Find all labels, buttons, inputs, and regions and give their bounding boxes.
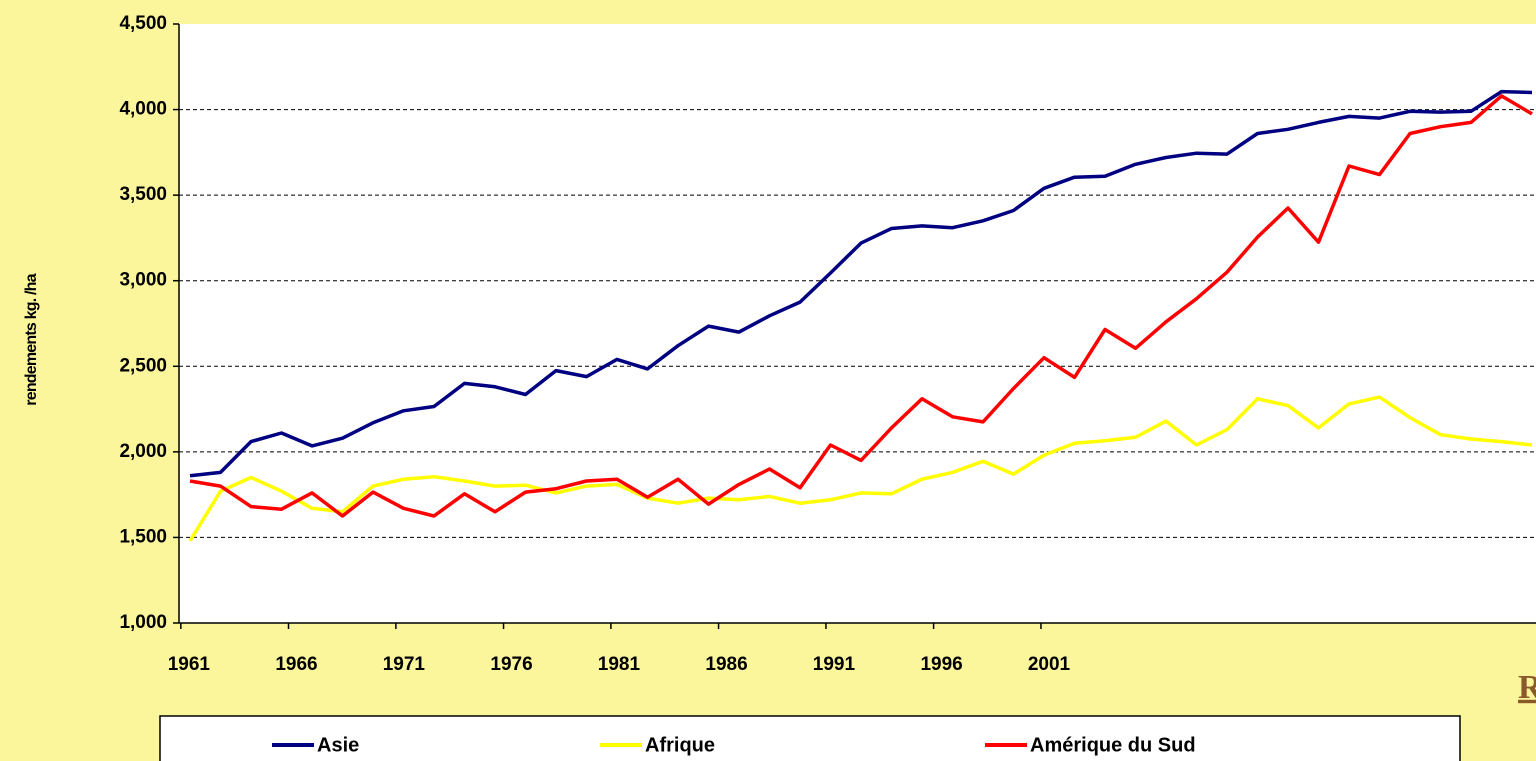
x-tick-label: 1961 [168, 654, 211, 675]
y-tick-label: 3,000 [119, 270, 167, 291]
x-tick-label: 1991 [813, 654, 856, 675]
y-tick-label: 4,500 [119, 13, 167, 34]
legend-label: Asie [317, 734, 359, 756]
x-tick-label: 1996 [920, 654, 962, 675]
y-tick-label: 4,000 [119, 99, 167, 120]
y-tick-label: 1,000 [119, 612, 167, 633]
plot-area [179, 24, 1536, 623]
y-tick-label: 2,000 [119, 441, 167, 462]
x-tick-label: 1971 [383, 654, 426, 675]
series-line [189, 89, 1533, 478]
y-tick-label: 3,500 [119, 184, 167, 205]
x-tick-label: 2001 [1028, 654, 1071, 675]
x-tick-label: 1976 [490, 654, 532, 675]
x-tick-label: 1986 [705, 654, 747, 675]
y-tick-label: 1,500 [119, 526, 167, 547]
link[interactable]: R [1518, 669, 1536, 706]
series-line [189, 94, 1533, 518]
series-line [188, 395, 1533, 542]
legend-label: Amérique du Sud [1030, 734, 1196, 756]
y-tick-label: 2,500 [119, 355, 167, 376]
legend-label: Afrique [645, 734, 715, 756]
y-axis-label: rendements kg. /ha [23, 273, 40, 405]
x-tick-label: 1966 [275, 654, 317, 675]
legend [159, 715, 1461, 761]
x-tick-label: 1981 [598, 654, 641, 675]
